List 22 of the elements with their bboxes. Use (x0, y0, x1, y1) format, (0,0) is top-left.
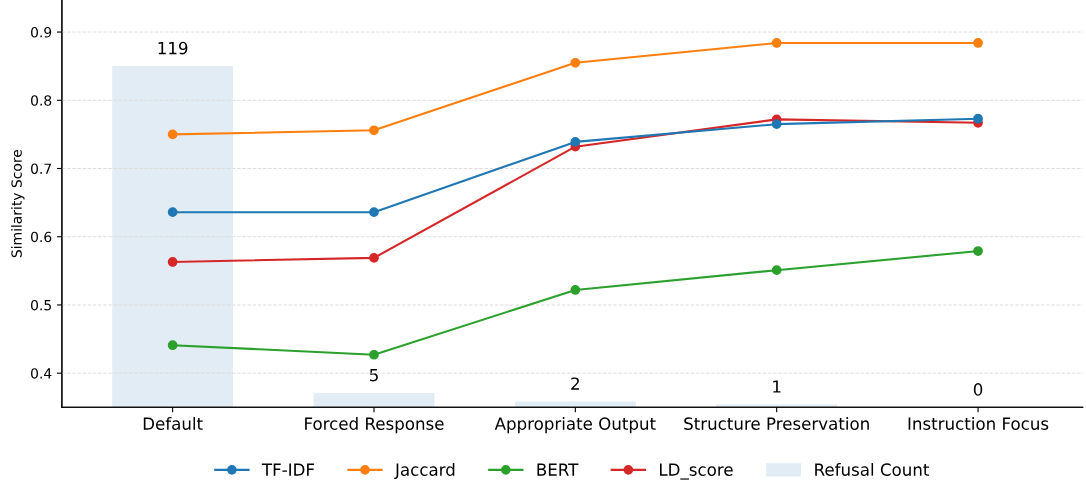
x-tick-label: Forced Response (305, 417, 444, 434)
y-tick-label: 0.9 (31, 27, 52, 38)
data-label: 0 (973, 383, 983, 396)
legend-label: TF-IDF (261, 463, 315, 476)
y-tick-label: 0.7 (31, 163, 51, 174)
y-tick-label: 0.5 (31, 299, 51, 311)
y-tick-label: 0.8 (31, 95, 52, 106)
legend-label: Refusal Count (815, 463, 930, 476)
y-tick-label: 0.4 (31, 368, 52, 379)
x-tick-label: Appropriate Output (494, 417, 656, 434)
legend-label: Jaccard (394, 463, 455, 480)
legend-label: BERT (537, 463, 579, 476)
x-tick-label: Instruction Focus (908, 417, 1049, 430)
x-tick-label: Default (143, 417, 203, 430)
data-label: 1 (773, 380, 781, 393)
data-label: 5 (369, 369, 378, 382)
y-tick-label: 0.6 (31, 231, 52, 243)
x-tick-label: Structure Preservation (684, 417, 869, 430)
legend-label: LD_score (659, 463, 733, 480)
y-axis-title: Similarity Score (11, 149, 25, 258)
data-label: 2 (571, 377, 579, 390)
data-label: 119 (158, 41, 188, 55)
